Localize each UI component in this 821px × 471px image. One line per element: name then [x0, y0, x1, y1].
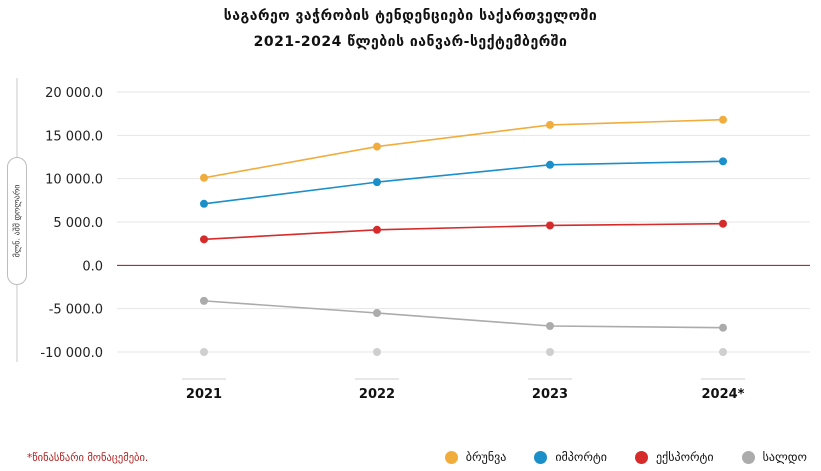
baseline-marker — [373, 348, 381, 356]
legend-item: სალდო — [741, 450, 807, 464]
series-point — [200, 173, 208, 182]
series-line — [203, 118, 724, 179]
y-tick-label: -5 000.0 — [49, 303, 103, 318]
series-point — [546, 120, 554, 129]
series-point — [373, 178, 381, 187]
y-tick-label: -10 000.0 — [40, 346, 103, 361]
legend-dot — [634, 450, 648, 464]
series-point — [200, 199, 208, 208]
x-tick-label: 2024* — [702, 387, 745, 402]
legend-label: ექსპორტი — [655, 450, 714, 464]
y-tick-label: 20 000.0 — [45, 86, 103, 101]
y-tick-label: 0.0 — [82, 259, 103, 274]
series-point — [546, 221, 554, 230]
series-point — [373, 142, 381, 151]
baseline-marker — [546, 348, 554, 356]
series-point — [200, 296, 208, 305]
series-point — [719, 157, 727, 166]
series-point — [200, 235, 208, 244]
x-tick-label: 2023 — [532, 387, 568, 402]
series-line — [203, 300, 724, 329]
baseline-marker — [719, 348, 727, 356]
chart-subtitle: 2021-2024 წლების იანვარ-სექტემბერში — [253, 34, 568, 50]
y-tick-label: 10 000.0 — [45, 173, 103, 188]
y-axis-label-pill: მლნ. აშშ დოლარი — [7, 157, 27, 285]
series-point — [719, 115, 727, 124]
y-tick-label: 15 000.0 — [45, 129, 103, 144]
legend-dot — [741, 450, 755, 464]
series-line — [203, 222, 724, 241]
legend-item: ბრუნვა — [444, 450, 507, 464]
y-axis-label: მლნ. აშშ დოლარი — [12, 184, 22, 258]
legend: ბრუნვა იმპორტი ექსპორტი სალდო — [444, 450, 807, 464]
series-point — [719, 219, 727, 228]
series-point — [373, 225, 381, 234]
x-tick-label: 2021 — [186, 387, 222, 402]
series-point — [546, 322, 554, 330]
series-point — [719, 323, 727, 332]
legend-item: იმპორტი — [534, 450, 607, 464]
y-tick-label: 5 000.0 — [53, 216, 103, 231]
chart-title: საგარეო ვაჭრობის ტენდენციები საქართველოშ… — [223, 8, 598, 24]
series-point — [546, 160, 554, 169]
legend-item: ექსპორტი — [634, 450, 714, 464]
legend-label: ბრუნვა — [465, 450, 507, 464]
legend-label: იმპორტი — [555, 450, 607, 464]
series-line — [203, 160, 724, 205]
x-tick-label: 2022 — [359, 387, 395, 402]
legend-dot — [444, 450, 458, 464]
legend-dot — [534, 450, 548, 464]
legend-label: სალდო — [762, 450, 807, 464]
footnote: *წინასწარი მონაცემები. — [27, 452, 149, 464]
series-point — [373, 309, 381, 317]
baseline-marker — [200, 348, 208, 356]
